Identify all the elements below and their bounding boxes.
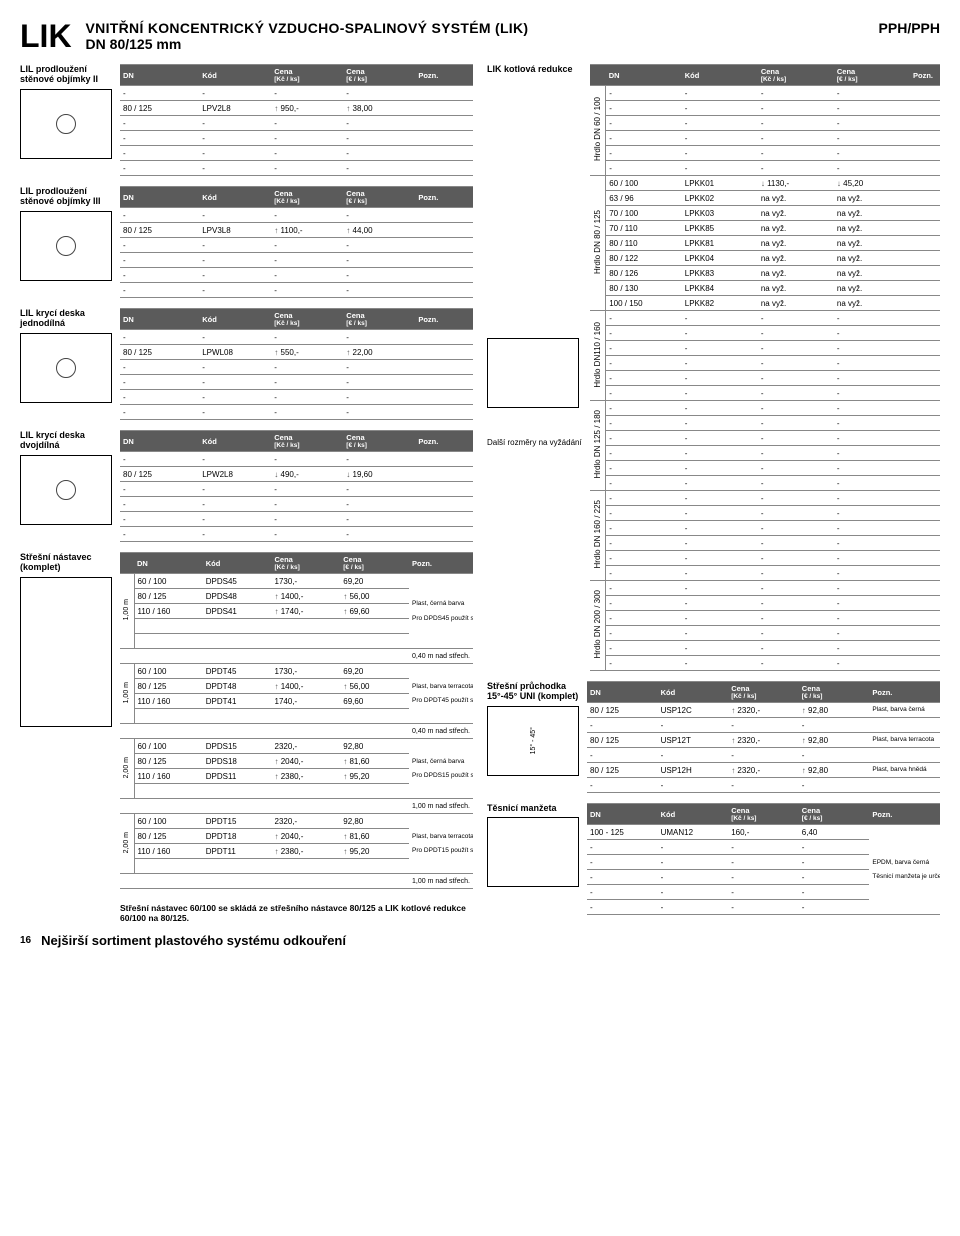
price-table: DN Kód Cena[Kč / ks] Cena[€ / ks] Pozn. … <box>120 64 473 176</box>
product-section: LIL krycí deska dvojdílná DN Kód Cena[Kč… <box>20 430 473 542</box>
table-row: ---- <box>120 390 473 405</box>
table-row: ---- <box>120 497 473 512</box>
section-title: LIL prodloužení stěnové objímky II <box>20 64 112 85</box>
product-section: LIL prodloužení stěnové objímky II DN Kó… <box>20 64 473 176</box>
header-title: VNITŘNÍ KONCENTRICKÝ VZDUCHO-SPALINOVÝ S… <box>86 20 879 36</box>
table-row: ---- <box>587 718 940 733</box>
reducer-section: LIK kotlová redukce Další rozměry na vyž… <box>487 64 940 671</box>
table-row: ---- <box>120 360 473 375</box>
left-column: LIL prodloužení stěnové objímky II DN Kó… <box>20 64 473 923</box>
table-row: 80 / 125USP12C2320,-92,80 Plast, barva č… <box>587 703 940 718</box>
product-diagram <box>20 89 112 159</box>
page-header: LIK VNITŘNÍ KONCENTRICKÝ VZDUCHO-SPALINO… <box>20 20 940 52</box>
table-row: ---- <box>120 208 473 223</box>
table-row: ---- <box>120 146 473 161</box>
table-row: ---- <box>120 405 473 420</box>
table-row: ---- <box>587 778 940 793</box>
section-title: Střešní nástavec (komplet) <box>20 552 112 573</box>
product-code: LIK <box>20 20 72 52</box>
table-row: ---- <box>587 748 940 763</box>
section-title: LIK kotlová redukce <box>487 64 579 74</box>
section-title: LIL krycí deska jednodílná <box>20 308 112 329</box>
section-title: LIL prodloužení stěnové objímky III <box>20 186 112 207</box>
table-row: ---- <box>120 512 473 527</box>
table-row: ---- <box>120 86 473 101</box>
right-column: LIK kotlová redukce Další rozměry na vyž… <box>487 64 940 923</box>
pruchodka-section: Střešní průchodka 15°-45° UNI (komplet) … <box>487 681 940 793</box>
product-diagram <box>487 338 579 408</box>
roof-footnote: Střešní nástavec 60/100 se skládá ze stř… <box>120 903 473 923</box>
roof-section: Střešní nástavec (komplet) DNKód Cena[Kč… <box>20 552 473 923</box>
table-row: ---- <box>120 253 473 268</box>
table-row: 80 / 125USP12H2320,-92,80 Plast, barva h… <box>587 763 940 778</box>
table-row: ---- <box>120 330 473 345</box>
material-code: PPH/PPH <box>879 20 940 36</box>
price-table: DNKód Cena[Kč / ks] Cena[€ / ks] Pozn.Hr… <box>590 64 940 671</box>
table-row: 80 / 125LPV2L8950,-38,00 <box>120 101 473 116</box>
page-footer: 16 Nejširší sortiment plastového systému… <box>20 933 940 948</box>
price-table: DN Kód Cena[Kč / ks] Cena[€ / ks] Pozn. … <box>120 308 473 420</box>
footer-slogan: Nejširší sortiment plastového systému od… <box>41 933 346 948</box>
manzeta-section: Těsnicí manžeta DNKód Cena[Kč / ks] Cena… <box>487 803 940 915</box>
price-table: DNKód Cena[Kč / ks] Cena[€ / ks] Pozn. 8… <box>587 681 940 793</box>
product-diagram <box>20 333 112 403</box>
extra-note: Další rozměry na vyžádání <box>487 438 582 447</box>
product-section: LIL prodloužení stěnové objímky III DN K… <box>20 186 473 298</box>
table-row: ---- <box>120 161 473 176</box>
table-row: ---- <box>120 116 473 131</box>
section-title: Těsnicí manžeta <box>487 803 579 813</box>
price-table: DN Kód Cena[Kč / ks] Cena[€ / ks] Pozn. … <box>120 186 473 298</box>
table-row: ---- <box>120 375 473 390</box>
table-row: ---- <box>120 482 473 497</box>
section-title: LIL krycí deska dvojdílná <box>20 430 112 451</box>
product-diagram <box>20 455 112 525</box>
table-row: 80 / 125LPW2L8490,-19,60 <box>120 467 473 482</box>
header-subtitle: DN 80/125 mm <box>86 36 879 52</box>
price-table: DN Kód Cena[Kč / ks] Cena[€ / ks] Pozn. … <box>120 430 473 542</box>
table-row: 80 / 125LPV3L81100,-44,00 <box>120 223 473 238</box>
product-section: LIL krycí deska jednodílná DN Kód Cena[K… <box>20 308 473 420</box>
product-diagram <box>20 577 112 727</box>
product-diagram <box>487 817 579 887</box>
section-title: Střešní průchodka 15°-45° UNI (komplet) <box>487 681 579 702</box>
table-row: ---- <box>120 268 473 283</box>
table-row: ---- <box>120 131 473 146</box>
price-table: DNKód Cena[Kč / ks] Cena[€ / ks] Pozn. 1… <box>587 803 940 915</box>
price-table: DNKód Cena[Kč / ks] Cena[€ / ks] Pozn. 1… <box>120 552 473 889</box>
table-row: 80 / 125LPWL08550,-22,00 <box>120 345 473 360</box>
table-row: ---- <box>120 238 473 253</box>
table-row: ---- <box>120 452 473 467</box>
product-diagram <box>20 211 112 281</box>
table-row: ---- <box>120 283 473 298</box>
page-number: 16 <box>20 935 31 946</box>
table-row: 80 / 125USP12T2320,-92,80 Plast, barva t… <box>587 733 940 748</box>
product-diagram: 15° - 45° <box>487 706 579 776</box>
table-row: ---- <box>120 527 473 542</box>
